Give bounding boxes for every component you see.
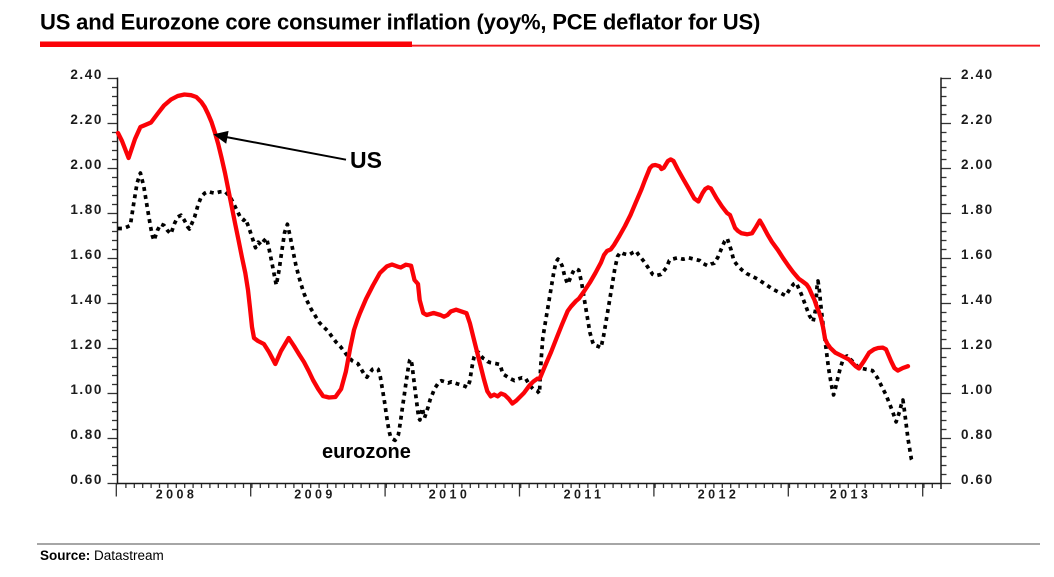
svg-text:1.00: 1.00	[961, 382, 994, 397]
svg-text:2013: 2013	[830, 488, 871, 502]
svg-text:1.20: 1.20	[961, 337, 994, 352]
svg-text:Source: Datastream: Source: Datastream	[40, 548, 164, 563]
svg-text:0.60: 0.60	[70, 472, 103, 487]
svg-text:US and Eurozone core consumer: US and Eurozone core consumer inflation …	[40, 10, 760, 35]
svg-text:0.80: 0.80	[70, 427, 103, 442]
svg-text:2011: 2011	[564, 488, 605, 502]
svg-text:1.40: 1.40	[70, 292, 103, 307]
svg-text:2.40: 2.40	[961, 67, 994, 82]
svg-text:1.60: 1.60	[70, 247, 103, 262]
svg-text:2010: 2010	[429, 488, 470, 502]
svg-text:1.00: 1.00	[70, 382, 103, 397]
svg-text:2.40: 2.40	[70, 67, 103, 82]
svg-text:2009: 2009	[294, 488, 335, 502]
svg-text:1.60: 1.60	[961, 247, 994, 262]
svg-text:1.20: 1.20	[70, 337, 103, 352]
svg-text:2.20: 2.20	[961, 112, 994, 127]
svg-text:2008: 2008	[156, 488, 197, 502]
svg-text:1.80: 1.80	[70, 202, 103, 217]
svg-text:0.80: 0.80	[961, 427, 994, 442]
svg-text:1.40: 1.40	[961, 292, 994, 307]
svg-text:eurozone: eurozone	[322, 441, 411, 463]
svg-text:0.60: 0.60	[961, 472, 994, 487]
svg-text:2.00: 2.00	[70, 157, 103, 172]
svg-text:US: US	[350, 147, 382, 173]
svg-text:2012: 2012	[698, 488, 739, 502]
svg-text:2.20: 2.20	[70, 112, 103, 127]
svg-text:2.00: 2.00	[961, 157, 994, 172]
svg-text:1.80: 1.80	[961, 202, 994, 217]
